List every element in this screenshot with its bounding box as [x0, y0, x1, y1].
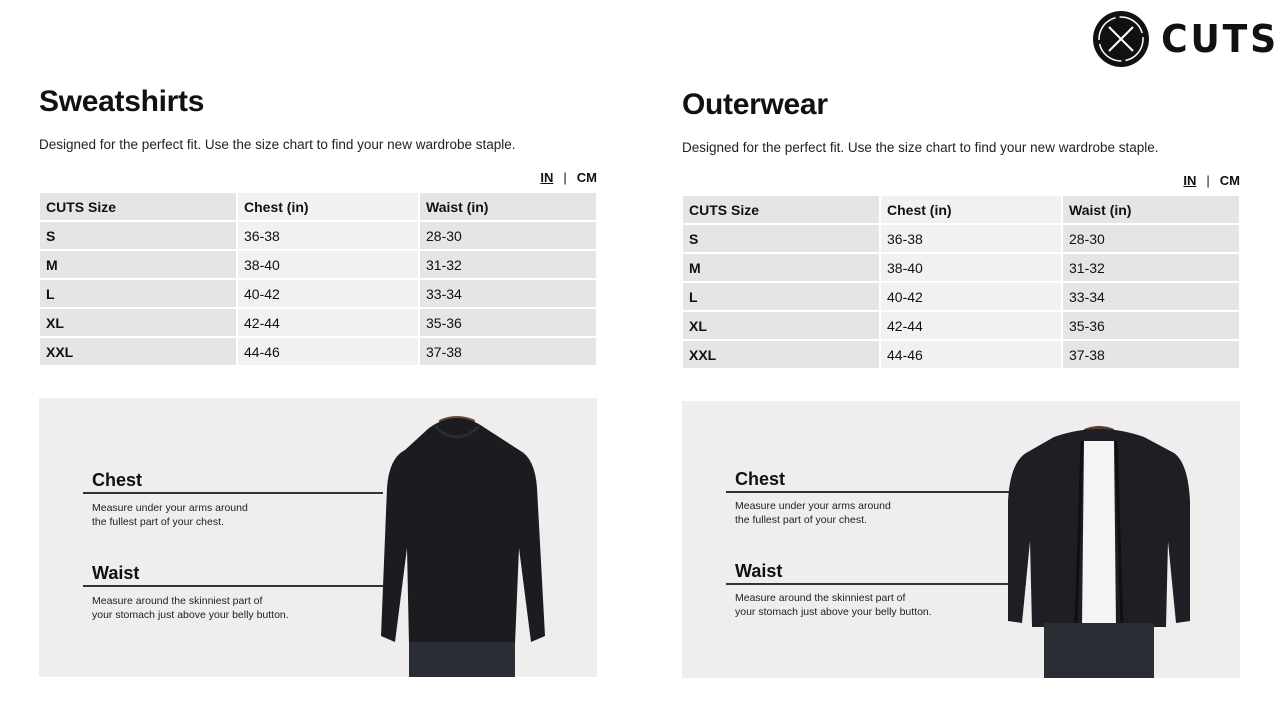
- table-header-row: CUTS Size Chest (in) Waist (in): [683, 196, 1239, 223]
- table-cell: XXL: [683, 341, 879, 368]
- table-cell: 40-42: [881, 283, 1061, 310]
- chest-line: [83, 492, 383, 494]
- table-cell: 33-34: [420, 280, 596, 307]
- chest-desc: Measure under your arms around the fulles…: [735, 500, 891, 526]
- table-row: L 40-42 33-34: [40, 280, 596, 307]
- column-header: CUTS Size: [683, 196, 879, 223]
- section-title: Outerwear: [682, 88, 828, 121]
- table-cell: L: [40, 280, 236, 307]
- waist-title: Waist: [735, 561, 783, 581]
- table-cell: S: [683, 225, 879, 252]
- table-row: L 40-42 33-34: [683, 283, 1239, 310]
- unit-separator: |: [563, 170, 567, 185]
- cuts-logo[interactable]: CUTS: [1092, 10, 1280, 68]
- table-row: XXL 44-46 37-38: [683, 341, 1239, 368]
- table-cell: 44-46: [881, 341, 1061, 368]
- table-row: M 38-40 31-32: [40, 251, 596, 278]
- table-row: XL 42-44 35-36: [683, 312, 1239, 339]
- table-cell: 40-42: [238, 280, 418, 307]
- table-cell: 36-38: [881, 225, 1061, 252]
- jacket-model-photo: [1008, 426, 1190, 678]
- chest-title: Chest: [735, 469, 786, 489]
- logo-text: CUTS: [1161, 17, 1279, 61]
- table-cell: XXL: [40, 338, 236, 365]
- table-cell: 36-38: [238, 222, 418, 249]
- unit-in-link[interactable]: IN: [1183, 173, 1197, 188]
- chest-title: Chest: [92, 470, 143, 490]
- table-cell: 31-32: [1063, 254, 1239, 281]
- measure-guide-outerwear: Chest Measure under your arms around the …: [682, 401, 1240, 678]
- table-row: M 38-40 31-32: [683, 254, 1239, 281]
- unit-cm-link[interactable]: CM: [1219, 173, 1240, 188]
- table-cell: 38-40: [881, 254, 1061, 281]
- chest-line: [726, 491, 1026, 493]
- table-cell: 35-36: [1063, 312, 1239, 339]
- column-header: Chest (in): [881, 196, 1061, 223]
- waist-desc: Measure around the skinniest part of your…: [92, 595, 289, 621]
- chest-desc: Measure under your arms around the fulles…: [92, 502, 248, 528]
- column-header: Chest (in): [238, 193, 418, 220]
- waist-line: [83, 585, 383, 587]
- table-cell: M: [683, 254, 879, 281]
- table-cell: 28-30: [1063, 225, 1239, 252]
- table-cell: S: [40, 222, 236, 249]
- table-cell: XL: [40, 309, 236, 336]
- column-header: CUTS Size: [40, 193, 236, 220]
- size-table: CUTS Size Chest (in) Waist (in) S 36-38 28-30…: [681, 194, 1241, 370]
- unit-cm-link[interactable]: CM: [576, 170, 597, 185]
- section-subtitle: Designed for the perfect fit. Use the si…: [39, 137, 516, 152]
- table-cell: 44-46: [238, 338, 418, 365]
- waist-desc: Measure around the skinniest part of your…: [735, 592, 932, 618]
- table-cell: M: [40, 251, 236, 278]
- table-cell: 31-32: [420, 251, 596, 278]
- table-cell: 37-38: [1063, 341, 1239, 368]
- cuts-logo-icon: [1093, 11, 1149, 67]
- table-cell: 42-44: [881, 312, 1061, 339]
- table-cell: L: [683, 283, 879, 310]
- waist-line: [726, 583, 1026, 585]
- hoodie-model-photo: [381, 416, 545, 677]
- table-row: S 36-38 28-30: [683, 225, 1239, 252]
- unit-in-link[interactable]: IN: [540, 170, 554, 185]
- table-header-row: CUTS Size Chest (in) Waist (in): [40, 193, 596, 220]
- table-cell: 42-44: [238, 309, 418, 336]
- outerwear-section: Outerwear Designed for the perfect fit. …: [682, 88, 1240, 370]
- table-cell: 35-36: [420, 309, 596, 336]
- table-row: XL 42-44 35-36: [40, 309, 596, 336]
- unit-toggle: IN | CM: [682, 173, 1240, 191]
- table-cell: 37-38: [420, 338, 596, 365]
- section-title: Sweatshirts: [39, 85, 205, 118]
- table-cell: 28-30: [420, 222, 596, 249]
- column-header: Waist (in): [420, 193, 596, 220]
- table-row: XXL 44-46 37-38: [40, 338, 596, 365]
- waist-title: Waist: [92, 563, 140, 583]
- section-subtitle: Designed for the perfect fit. Use the si…: [682, 140, 1159, 155]
- column-header: Waist (in): [1063, 196, 1239, 223]
- unit-separator: |: [1206, 173, 1210, 188]
- table-cell: XL: [683, 312, 879, 339]
- size-table: CUTS Size Chest (in) Waist (in) S 36-38 28-30…: [38, 191, 598, 367]
- table-cell: 33-34: [1063, 283, 1239, 310]
- unit-toggle: IN | CM: [39, 170, 597, 188]
- sweatshirts-section: Sweatshirts Designed for the perfect fit…: [39, 85, 597, 367]
- measure-guide-sweatshirts: Chest Measure under your arms around the …: [39, 398, 597, 677]
- table-cell: 38-40: [238, 251, 418, 278]
- table-row: S 36-38 28-30: [40, 222, 596, 249]
